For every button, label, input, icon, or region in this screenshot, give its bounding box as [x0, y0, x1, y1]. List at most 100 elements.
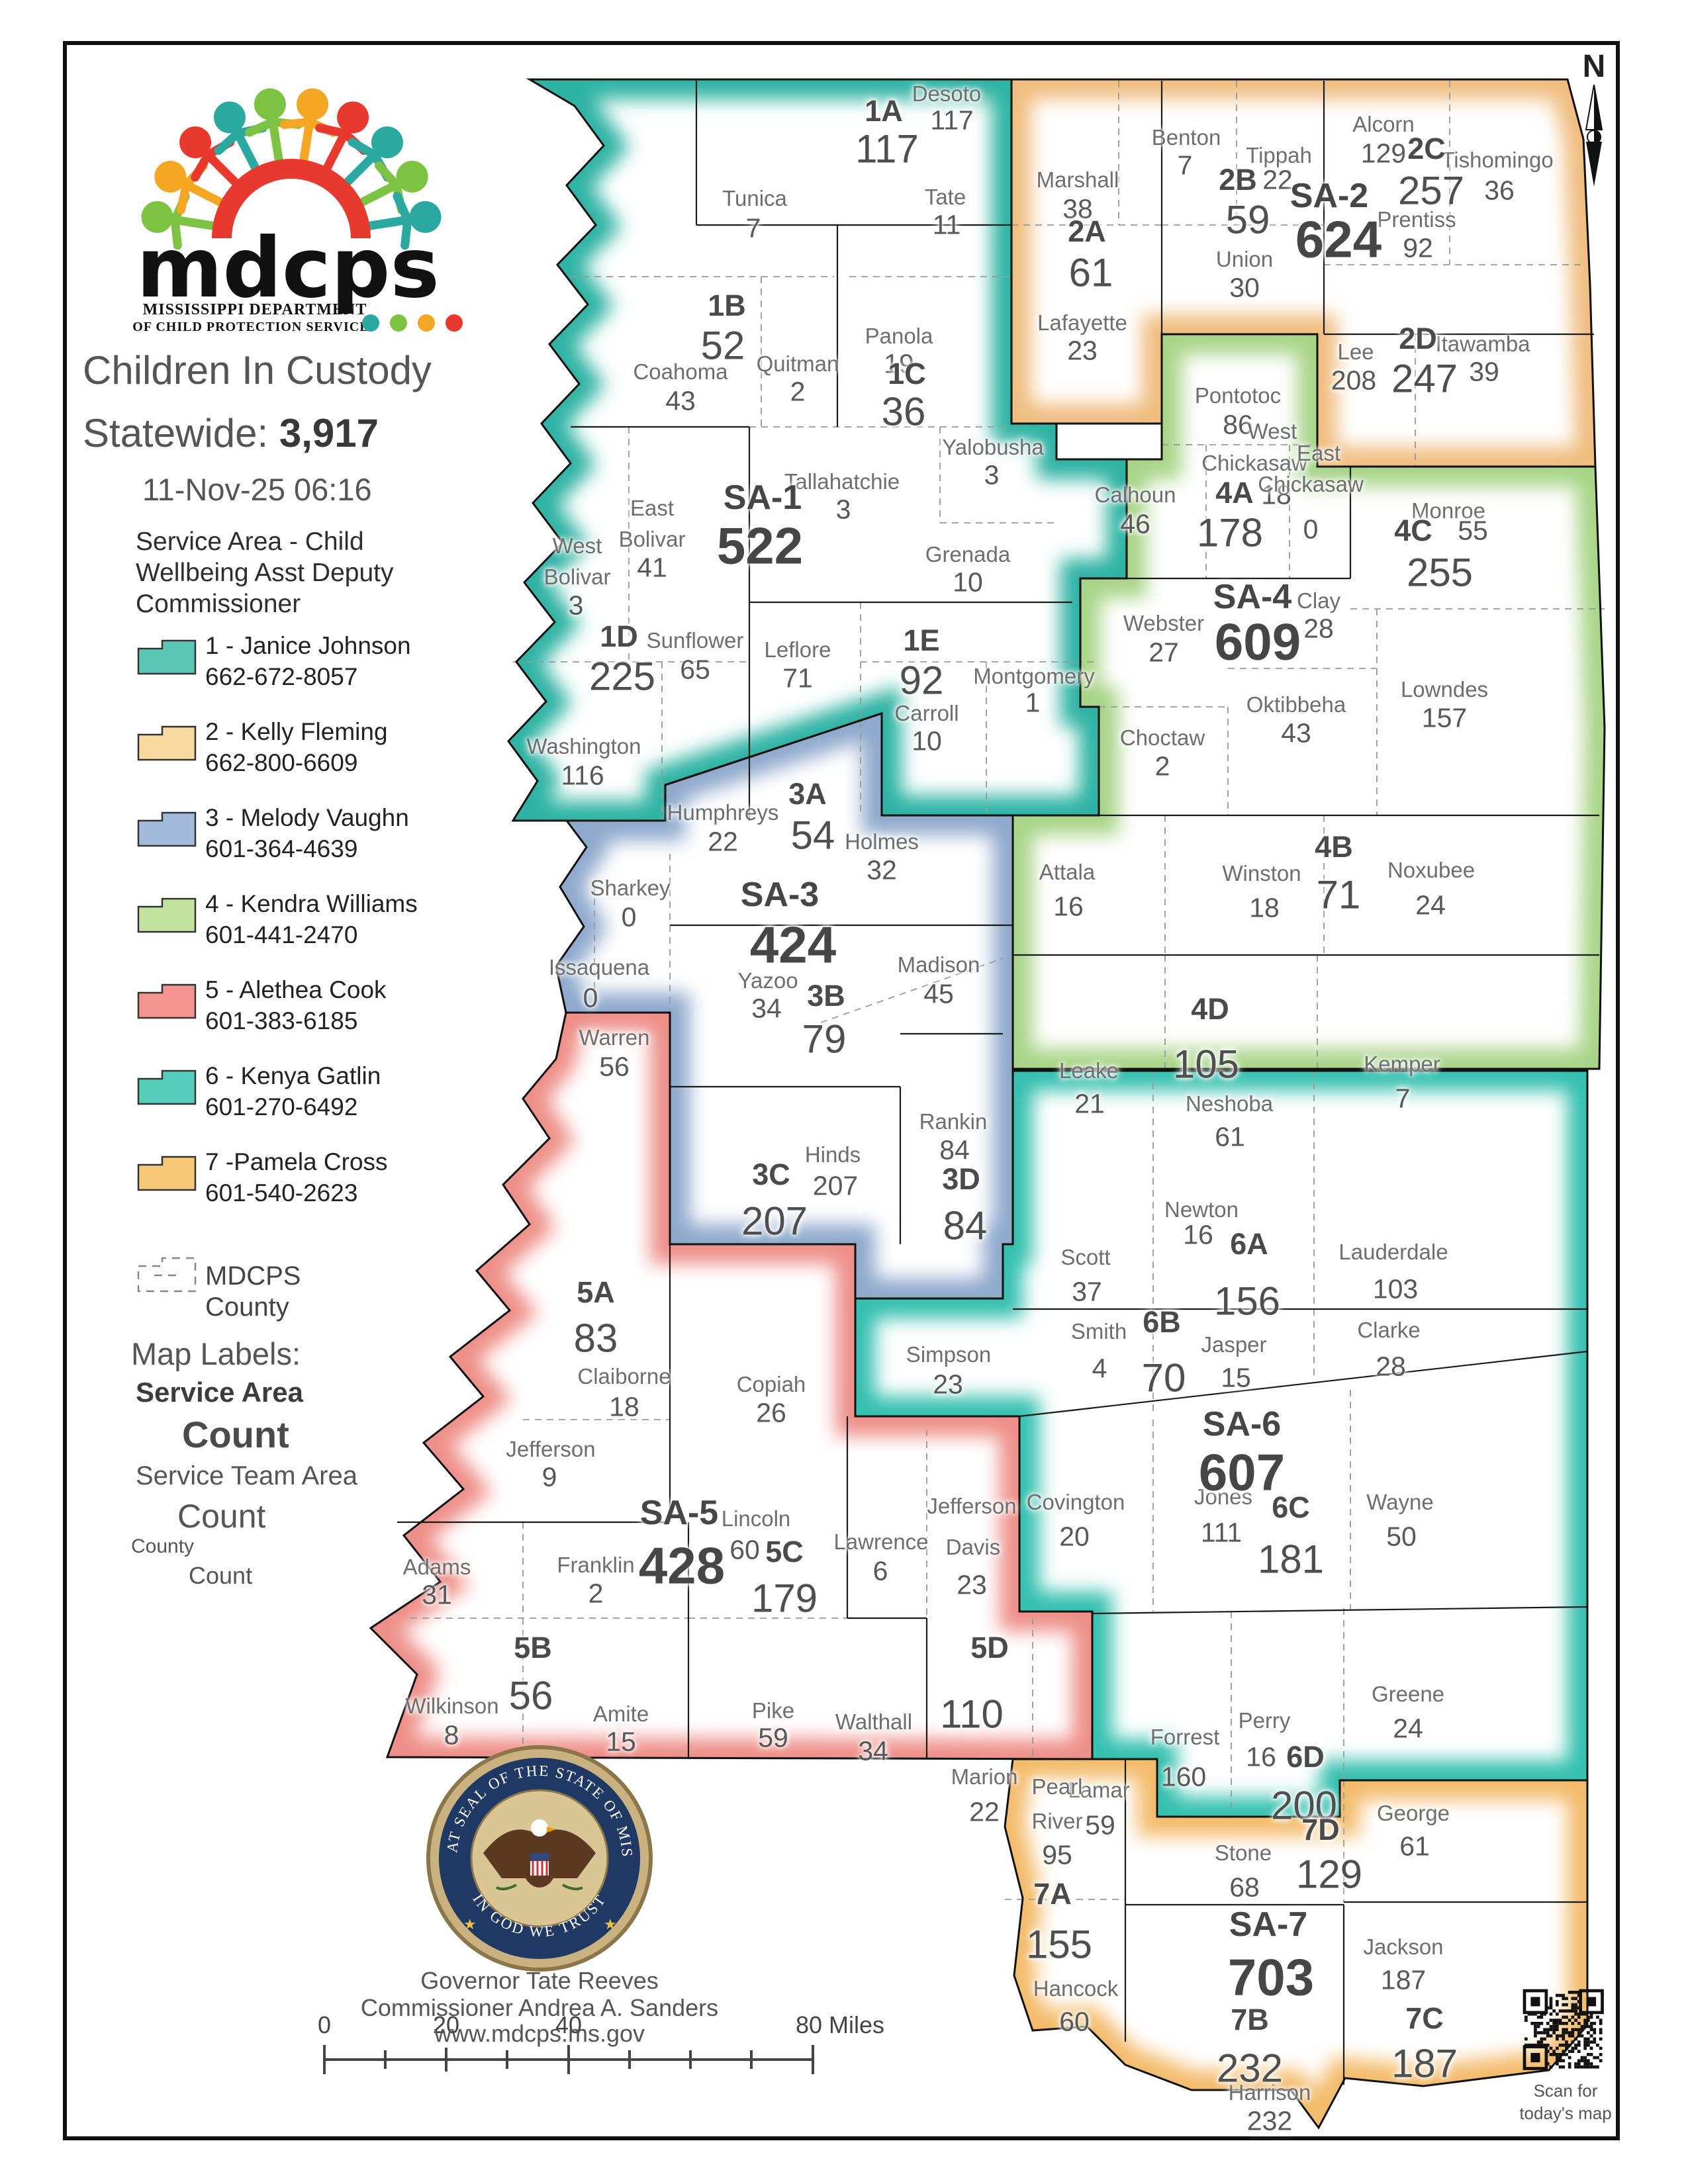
county-count: 60	[1059, 2006, 1090, 2037]
county-label: East	[630, 496, 675, 520]
county-label: Issaquena	[548, 955, 650, 979]
county-count: 68	[1229, 1872, 1260, 1903]
county-label: Clarke	[1357, 1318, 1421, 1342]
county-count: 103	[1372, 1273, 1419, 1304]
county-count: 31	[422, 1579, 452, 1610]
county-label: Hinds	[804, 1142, 861, 1167]
team-area-count: 52	[700, 323, 745, 368]
county-count: 0	[583, 982, 598, 1013]
service-area-outlines	[369, 78, 1606, 2130]
county-label: West	[1247, 419, 1297, 443]
website-link[interactable]: www.mdcps.ms.gov	[434, 2020, 645, 2047]
statewide-label: Statewide:	[83, 411, 269, 455]
county-label: Chickasaw	[1201, 451, 1307, 475]
legend-item-label: 2 - Kelly Fleming	[205, 718, 388, 745]
county-count: 59	[758, 1722, 788, 1753]
county-label: Jasper	[1201, 1332, 1267, 1357]
county-label: Calhoun	[1094, 482, 1176, 507]
commissioner-line: Commissioner Andrea A. Sanders	[360, 1994, 719, 2021]
county-label: Amite	[592, 1702, 649, 1726]
svg-text:★: ★	[463, 1916, 477, 1933]
team-area-count: 117	[855, 126, 919, 171]
county-label: Clay	[1296, 588, 1341, 613]
legend-item-1: 1 - Janice Johnson 662-672-8057	[136, 630, 546, 703]
team-area-count: 247	[1391, 356, 1458, 401]
county-count: 34	[858, 1735, 888, 1766]
county-count: 41	[637, 552, 667, 583]
county-label: Marion	[951, 1764, 1018, 1789]
county-count: 8	[444, 1719, 459, 1751]
team-area-count: 187	[1391, 2041, 1458, 2086]
county-label: Leake	[1059, 1058, 1119, 1083]
county-label: Warren	[579, 1025, 650, 1050]
page-title: Children In Custody	[83, 348, 432, 392]
service-area-swatch-icon	[137, 811, 197, 847]
service-area-label: SA-7	[1229, 1905, 1308, 1944]
timestamp: 11-Nov-25 06:16	[142, 472, 372, 507]
county-count: 1	[1025, 687, 1041, 718]
team-area-borders	[397, 81, 1599, 2085]
county-count: 43	[665, 385, 696, 416]
county-count: 45	[923, 978, 954, 1009]
county-label: Itawamba	[1435, 332, 1530, 356]
county-count: 9	[541, 1461, 557, 1492]
team-area-label: 6A	[1230, 1227, 1268, 1261]
county-label: Noxubee	[1387, 858, 1476, 882]
statewide-total: Statewide: 3,917	[83, 410, 379, 456]
team-area-count: 232	[1216, 2046, 1284, 2091]
qr-code[interactable]	[1523, 1989, 1604, 2070]
county-count: 65	[680, 654, 710, 685]
county-count: 39	[1469, 356, 1499, 387]
county-label: Lauderdale	[1338, 1240, 1448, 1264]
team-area-count: 59	[1225, 197, 1270, 242]
legend-item-phone: 662-800-6609	[205, 749, 358, 776]
legend-item-2: 2 - Kelly Fleming 662-800-6609	[136, 716, 546, 789]
county-count: 2	[1154, 751, 1170, 782]
county-count: 3	[984, 459, 1000, 490]
county-label: Grenada	[925, 542, 1011, 567]
team-area-count: 105	[1172, 1042, 1240, 1087]
county-count: 10	[912, 725, 942, 756]
team-area-label: 4A	[1215, 476, 1254, 510]
governor-line: Governor Tate Reeves	[420, 1967, 659, 1994]
county-label: Franklin	[557, 1553, 635, 1577]
county-count: 7	[1177, 150, 1193, 181]
county-label: River	[1031, 1809, 1083, 1833]
team-area-count: 225	[588, 654, 656, 699]
county-count: 23	[957, 1569, 987, 1600]
county-count: 7	[1395, 1083, 1411, 1114]
key-team-area-count: Count	[177, 1498, 266, 1535]
map-frame	[63, 41, 1620, 2140]
team-area-label: 2B	[1219, 163, 1257, 197]
legend-item-3: 3 - Melody Vaughn 601-364-4639	[136, 802, 546, 875]
team-area-label: 2C	[1407, 132, 1446, 165]
county-label: Harrison	[1228, 2080, 1311, 2105]
county-label: Union	[1215, 247, 1274, 271]
county-label: Sunflower	[646, 628, 744, 653]
service-area-swatch-icon	[137, 1069, 197, 1105]
qr-caption-line2: today's map	[1519, 2103, 1612, 2123]
key-team-area: Service Team Area	[136, 1461, 357, 1490]
county-label: Kemper	[1364, 1052, 1440, 1076]
team-area-label: 7D	[1301, 1813, 1340, 1846]
county-label: Tishomingo	[1441, 148, 1554, 172]
county-label: Jones	[1194, 1484, 1253, 1509]
county-label: Holmes	[845, 829, 919, 854]
legend-heading-line: Service Area - Child	[136, 527, 364, 556]
county-label: Jefferson	[927, 1494, 1017, 1518]
qr-caption-line1: Scan for	[1533, 2081, 1598, 2101]
legend-item-5: 5 - Alethea Cook 601-383-6185	[136, 974, 546, 1047]
service-area-regions	[371, 79, 1605, 2128]
county-count: 117	[930, 105, 974, 136]
county-label: Winston	[1222, 861, 1301, 886]
county-label: Desoto	[912, 81, 982, 106]
county-label: Walthall	[835, 1709, 913, 1734]
county-label: Copiah	[736, 1372, 806, 1396]
svg-text:N: N	[1583, 49, 1606, 84]
service-area-count: 607	[1198, 1443, 1286, 1502]
legend-heading: Service Area - Child Wellbeing Asst Deput…	[136, 526, 506, 619]
county-borders	[410, 81, 1605, 1902]
team-area-label: 1C	[888, 357, 926, 390]
team-area-count: 110	[940, 1692, 1004, 1737]
county-label: Simpson	[906, 1342, 992, 1367]
